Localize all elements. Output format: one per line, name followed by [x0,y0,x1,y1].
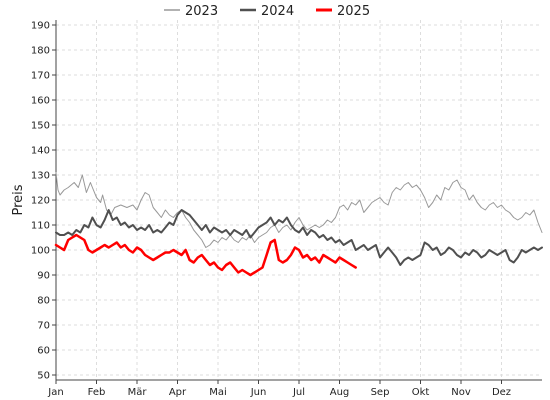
series-line-2023 [55,172,543,248]
y-tick-label: 90 [37,271,50,282]
axis-layer: 50 60 70 80 90 100 110 120 130 140 150 160 170 180 190… [31,20,542,398]
x-tick-label-apr: Apr [169,387,187,398]
y-tick-label: 80 [37,296,50,307]
y-tick-label: 70 [37,321,50,332]
y-tick-label: 130 [31,171,50,182]
series-line-2024 [55,209,543,266]
y-tick-label: 140 [31,146,50,157]
y-tick-label: 50 [37,371,50,382]
x-tick-label-jan: Jan [47,387,63,398]
legend-label-2025: 2025 [337,4,370,19]
y-tick-label: 100 [31,246,50,257]
series-layer [54,172,543,277]
y-tick-label: 160 [31,96,50,107]
x-tick-label-feb: Feb [88,387,106,398]
x-tick-label-dez: Dez [492,387,511,398]
grid-layer [56,20,542,380]
y-tick-label: 190 [31,21,50,32]
legend-label-2024: 2024 [261,4,294,19]
y-tick-label: 110 [31,221,50,232]
y-tick-label: 150 [31,121,50,132]
series-line-2025 [54,233,357,277]
x-tick-label-sep: Sep [371,387,390,398]
x-tick-label-nov: Nov [451,387,471,398]
y-axis-label: Preis [11,184,26,215]
y-tick-label: 120 [31,196,50,207]
x-tick-label-mär: Mär [128,387,148,398]
x-tick-label-okt: Okt [412,387,430,398]
legend-label-2023: 2023 [185,4,218,19]
x-tick-label-mai: Mai [209,387,227,398]
x-tick-label-aug: Aug [330,387,350,398]
x-tick-label-jun: Jun [250,387,267,398]
x-tick-label-jul: Jul [292,387,305,398]
y-tick-label: 170 [31,71,50,82]
legend: 2023 2024 2025 [164,4,370,19]
y-tick-label: 60 [37,346,50,357]
y-tick-label: 180 [31,46,50,57]
